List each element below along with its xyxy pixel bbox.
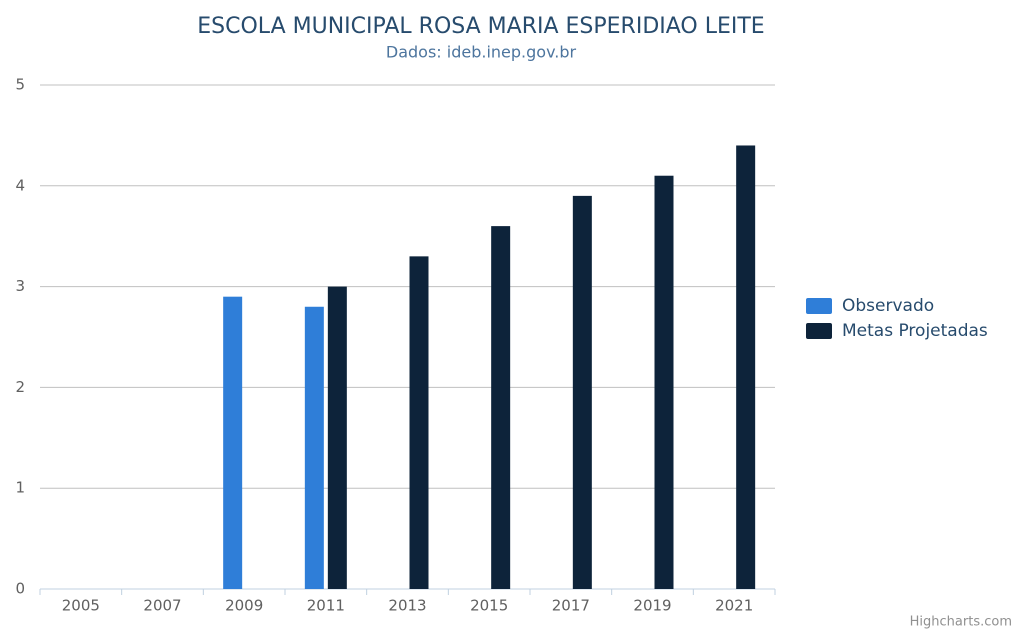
x-tick-label: 2019 [633,597,671,615]
x-tick-label: 2011 [307,597,345,615]
y-tick-label: 2 [15,378,25,396]
y-tick-label: 5 [15,76,25,94]
chart-subtitle: Dados: ideb.inep.gov.br [386,43,577,62]
bar [223,296,243,589]
y-tick-label: 1 [15,479,25,497]
legend-label: Observado [842,296,934,316]
bar [327,286,347,589]
x-tick-label: 2017 [552,597,590,615]
bar [304,306,324,589]
y-tick-label: 4 [15,176,25,194]
legend-label: Metas Projetadas [842,321,988,341]
credits[interactable]: Highcharts.com [910,615,1012,630]
x-tick-label: 2013 [388,597,426,615]
x-tick-label: 2005 [62,597,100,615]
bar [654,175,674,589]
legend-swatch [806,298,832,314]
bar [736,145,756,590]
chart-title: ESCOLA MUNICIPAL ROSA MARIA ESPERIDIAO L… [197,14,764,39]
x-tick-label: 2015 [470,597,508,615]
bar [491,226,511,589]
bar [409,256,429,589]
legend-swatch [806,323,832,339]
y-tick-label: 0 [15,580,25,598]
y-tick-label: 3 [15,277,25,295]
x-tick-label: 2009 [225,597,263,615]
x-tick-label: 2021 [715,597,753,615]
x-tick-label: 2007 [143,597,181,615]
bar [572,195,592,589]
